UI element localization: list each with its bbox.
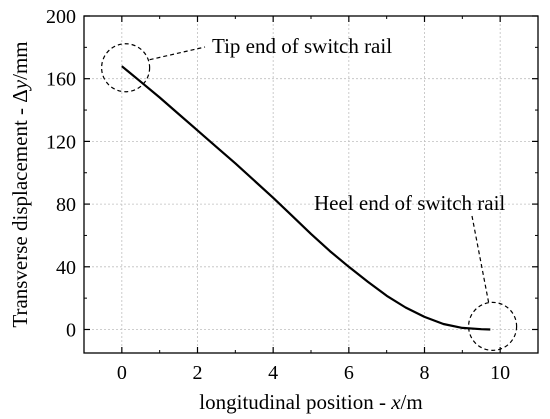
annotations: Tip end of switch rail Heel end of switch… — [101, 34, 518, 351]
x-tick-label: 4 — [268, 362, 278, 384]
plot-frame — [83, 15, 539, 354]
tip-callout-circle — [101, 43, 151, 93]
grid — [84, 15, 538, 353]
y-tick-label: 120 — [46, 131, 76, 153]
heel-leader-line — [471, 215, 490, 303]
x-tick-label: 8 — [420, 362, 430, 384]
y-tick-label: 160 — [46, 69, 76, 91]
x-tick-label: 2 — [193, 362, 203, 384]
y-tick-label: 40 — [56, 257, 76, 279]
y-tick-label: 200 — [46, 6, 76, 28]
tip-annotation-label: Tip end of switch rail — [212, 34, 392, 58]
heel-callout-circle — [468, 301, 518, 351]
tip-leader-line — [149, 46, 206, 61]
axis-labels: 0 2 4 6 8 10 0 40 80 120 160 200 longitudinal positi… — [8, 6, 510, 414]
heel-annotation-label: Heel end of switch rail — [314, 191, 505, 215]
y-tick-label: 80 — [56, 194, 76, 216]
series-line — [121, 65, 491, 331]
x-axis-label: longitudinal position - x/m — [199, 390, 422, 414]
x-tick-label: 0 — [117, 362, 127, 384]
x-tick-label: 6 — [344, 362, 354, 384]
y-tick-label: 0 — [66, 319, 76, 341]
x-tick-label: 10 — [490, 362, 510, 384]
axis-ticks — [83, 15, 539, 353]
plot-area — [121, 65, 491, 331]
y-axis-label: Transverse displacement - Δy/mm — [8, 41, 32, 327]
